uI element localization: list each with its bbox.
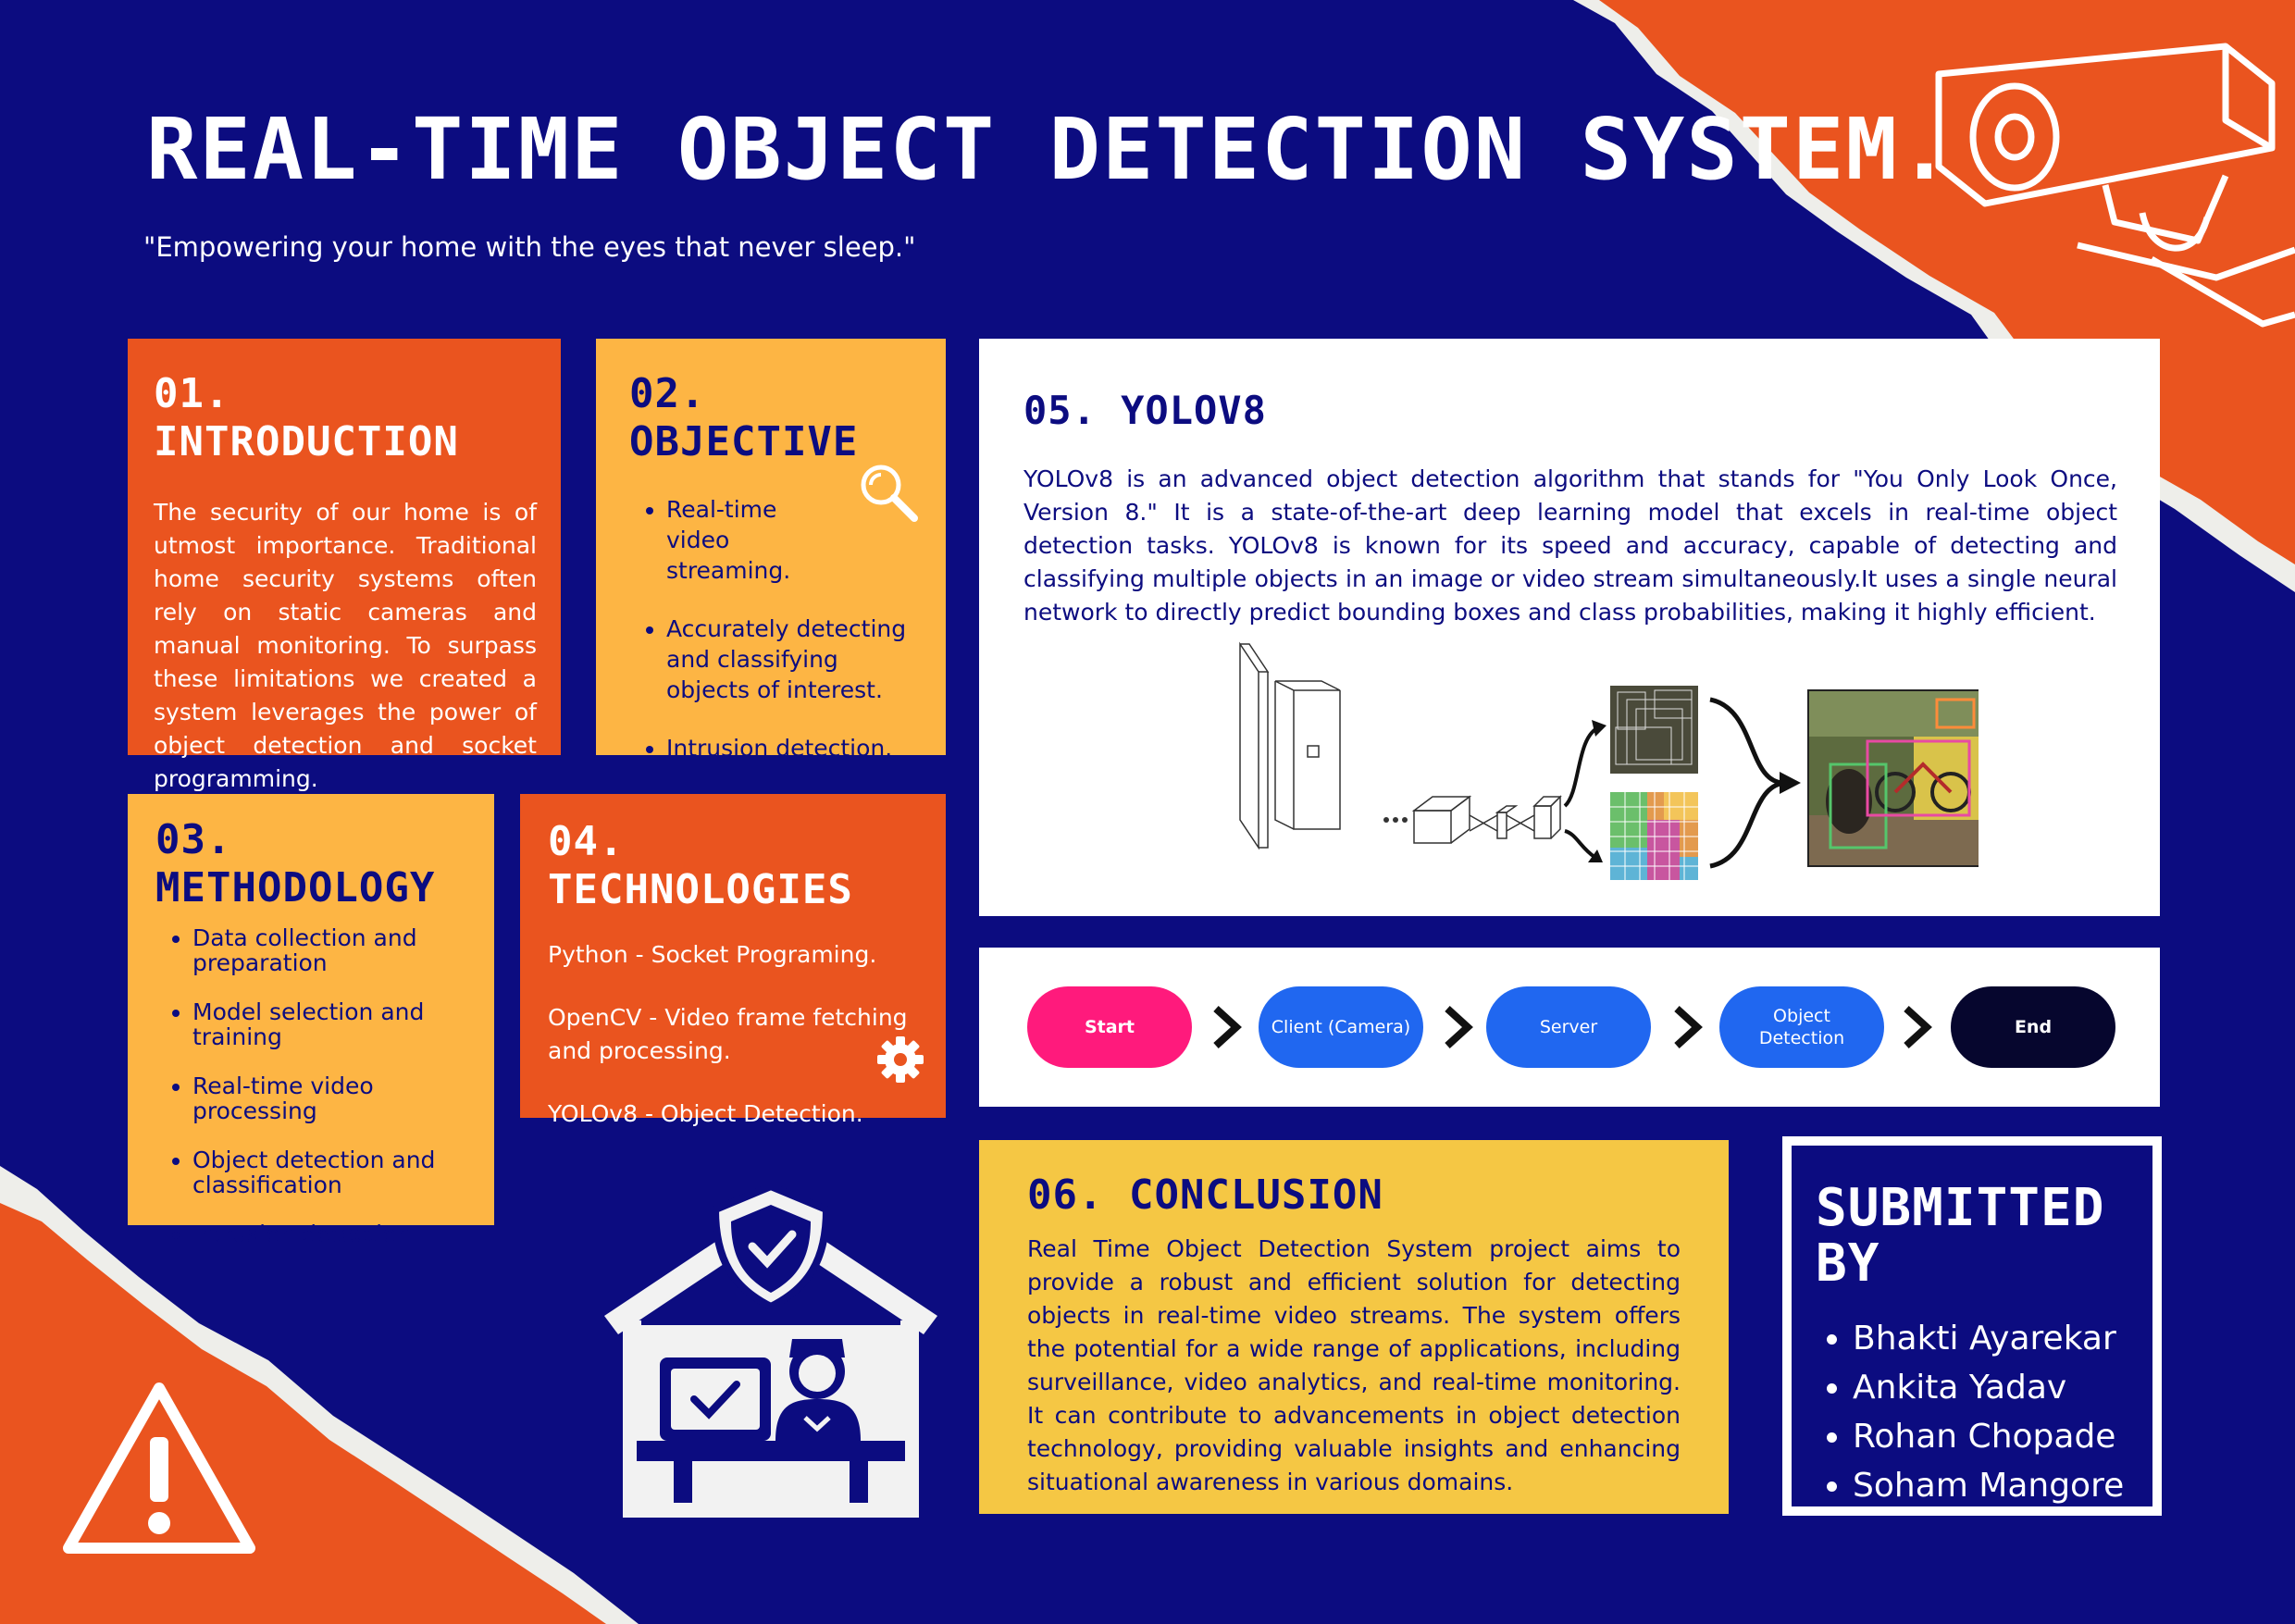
list-item: Real-time video processing xyxy=(192,1073,476,1123)
flow-step-end: End xyxy=(1951,986,2115,1068)
yolo-architecture-diagram xyxy=(1239,641,1979,880)
chevron-right-icon xyxy=(1213,1006,1242,1048)
conclusion-text: Real Time Object Detection System projec… xyxy=(1027,1235,1681,1495)
list-item: Real-time video streaming. xyxy=(666,494,925,586)
gear-icon xyxy=(877,1036,924,1083)
flow-step-object-detection: Object Detection xyxy=(1719,986,1884,1068)
chevron-right-icon xyxy=(1674,1006,1703,1048)
author-list: Bhakti Ayarekar Ankita Yadav Rohan Chopa… xyxy=(1816,1314,2134,1510)
methodology-list: Data collection and preparation Model se… xyxy=(155,925,476,1246)
poster-title: REAL-TIME OBJECT DETECTION SYSTEM. xyxy=(146,100,1953,199)
magnifier-icon xyxy=(861,465,918,522)
chevron-right-icon xyxy=(1904,1006,1932,1048)
technology-item: Python - Socket Programing. xyxy=(548,941,877,968)
methodology-heading: 03. METHODOLOGY xyxy=(155,816,436,911)
list-item: Accurately detecting and classifying obj… xyxy=(666,614,925,705)
list-item: Model selection and training xyxy=(192,999,476,1049)
list-item: Intrusion detection xyxy=(192,1221,476,1246)
introduction-heading: 01. INTRODUCTION xyxy=(154,370,459,465)
flow-step-server: Server xyxy=(1486,986,1651,1068)
technology-item: YOLOv8 - Object Detection. xyxy=(548,1100,863,1127)
introduction-card: 01. INTRODUCTION The security of our hom… xyxy=(128,339,561,792)
home-security-guard-icon xyxy=(604,1186,937,1518)
tagline: "Empowering your home with the eyes that… xyxy=(143,231,916,263)
author-name: Bhakti Ayarekar xyxy=(1853,1314,2134,1363)
author-name: Soham Mangore xyxy=(1853,1461,2134,1510)
yolov8-card: 05. YOLOV8 YOLOv8 is an advanced object … xyxy=(979,339,2160,916)
flow-step-client: Client (Camera) xyxy=(1259,986,1423,1068)
submitted-by-panel: SUBMITTED BY Bhakti Ayarekar Ankita Yada… xyxy=(1792,1146,2152,1506)
list-item: Intrusion detection. xyxy=(666,733,925,763)
author-name: Rohan Chopade xyxy=(1853,1412,2134,1461)
technologies-card: 04. TECHNOLOGIES Python - Socket Program… xyxy=(520,794,946,1127)
introduction-text: The security of our home is of utmost im… xyxy=(154,499,537,792)
methodology-card: 03. METHODOLOGY Data collection and prep… xyxy=(128,794,494,1246)
chevron-right-icon xyxy=(1445,1006,1473,1048)
warning-icon xyxy=(63,1382,255,1554)
list-item: Data collection and preparation xyxy=(192,925,476,975)
submitted-by-card: SUBMITTED BY Bhakti Ayarekar Ankita Yada… xyxy=(1782,1136,2162,1516)
conclusion-heading: 06. CONCLUSION xyxy=(1027,1172,1383,1219)
technology-item: OpenCV - Video frame fetching and proces… xyxy=(548,1004,908,1064)
yolov8-text: YOLOv8 is an advanced object detection a… xyxy=(1023,465,2117,626)
objective-heading: 02. OBJECTIVE xyxy=(629,370,859,465)
author-name: Ankita Yadav xyxy=(1853,1363,2134,1412)
conclusion-card: 06. CONCLUSION Real Time Object Detectio… xyxy=(979,1140,1729,1514)
objective-card: 02. OBJECTIVE Real-time video streaming.… xyxy=(596,339,946,762)
yolov8-heading: 05. YOLOV8 xyxy=(1023,388,1267,433)
process-flow-card: Start Client (Camera) Server Object Dete… xyxy=(979,948,2160,1107)
flow-step-start: Start xyxy=(1027,986,1192,1068)
objective-list: Real-time video streaming. Accurately de… xyxy=(629,494,925,763)
list-item: Object detection and classification xyxy=(192,1147,476,1197)
cctv-camera-icon xyxy=(1935,43,2295,328)
submitted-by-heading: SUBMITTED BY xyxy=(1816,1178,2105,1294)
technologies-heading: 04. TECHNOLOGIES xyxy=(548,818,853,913)
